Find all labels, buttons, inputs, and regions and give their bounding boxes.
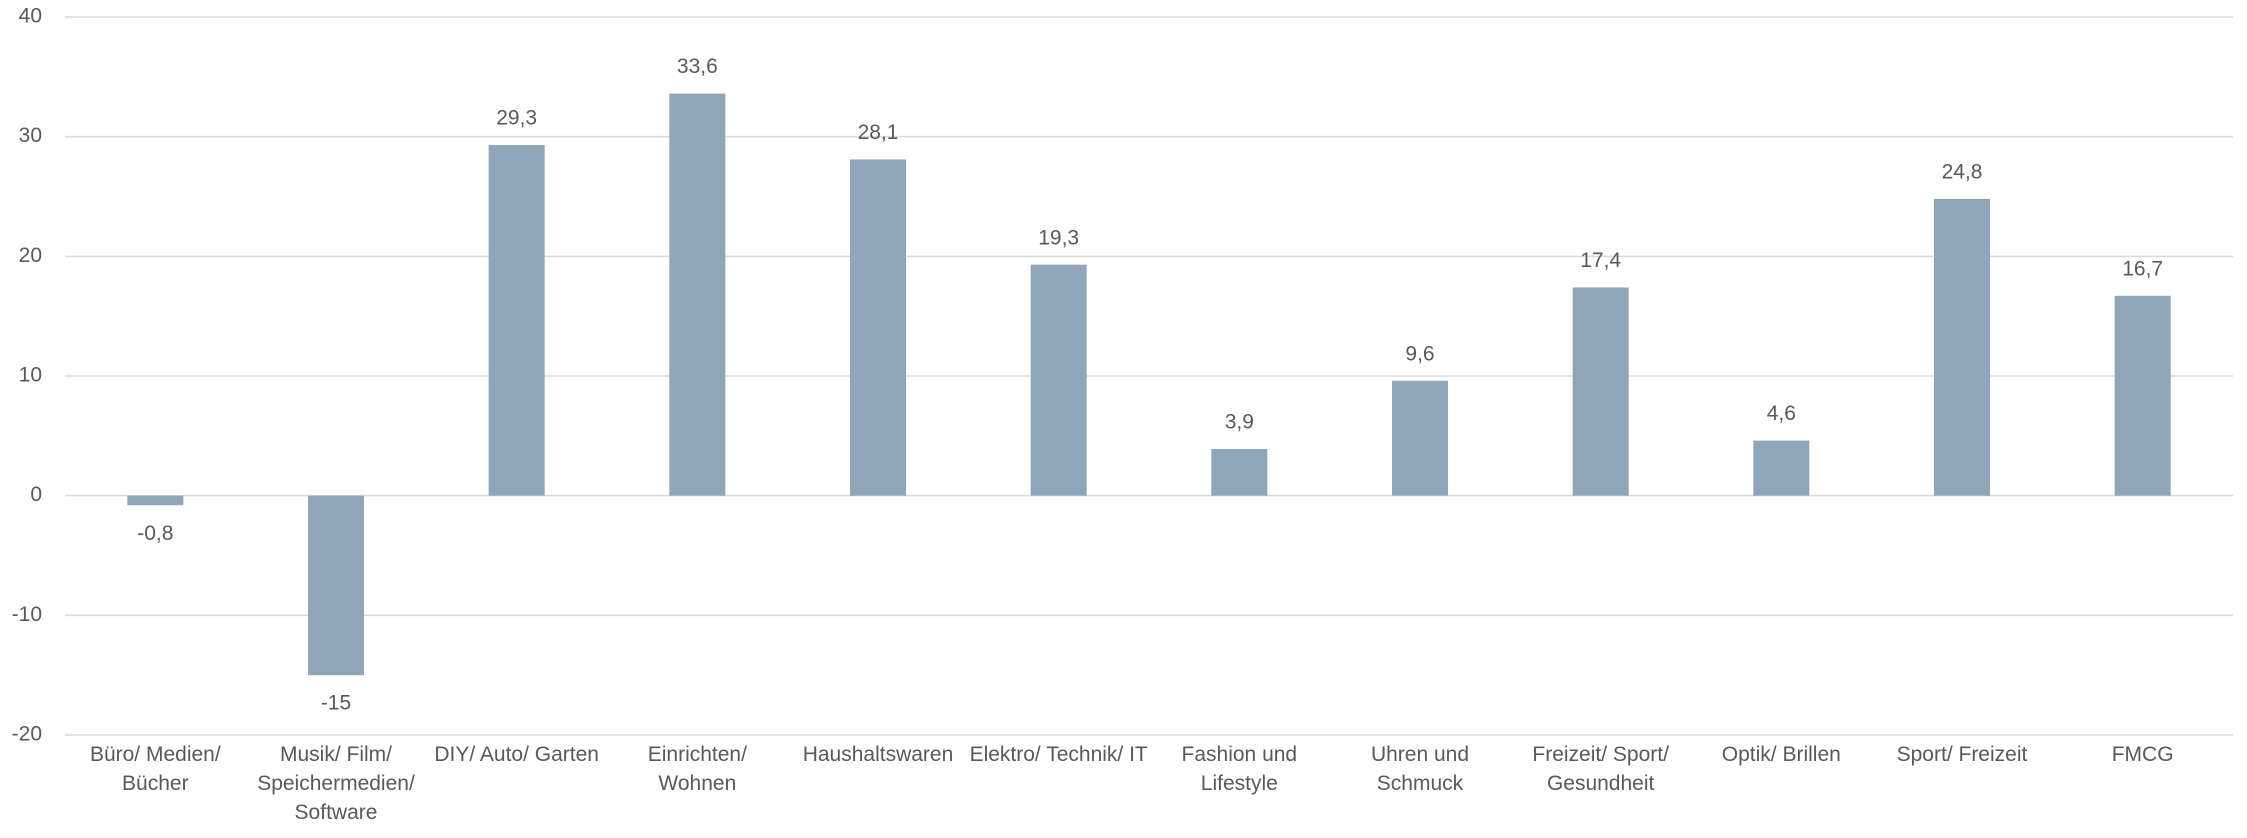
data-label: 19,3 <box>1038 226 1079 249</box>
data-label: -15 <box>321 692 351 715</box>
bar <box>1933 198 1991 496</box>
x-tick-label: Musik/ Film/ Speichermedien/ Software <box>257 743 415 824</box>
bar <box>307 495 365 676</box>
y-tick-label: 30 <box>19 124 42 147</box>
data-label: 3,9 <box>1225 411 1254 434</box>
x-tick-label: Freizeit/ Sport/ Gesundheit <box>1532 743 1669 795</box>
bar <box>127 495 184 506</box>
y-tick-label: -10 <box>12 603 42 626</box>
x-tick-label: Haushaltswaren <box>802 743 954 766</box>
data-label: 28,1 <box>858 121 899 144</box>
bar <box>1391 380 1449 496</box>
bar <box>488 145 545 496</box>
y-tick-label: -20 <box>12 723 42 746</box>
bar <box>2114 295 2171 496</box>
data-label: 9,6 <box>1405 342 1434 365</box>
y-tick-label: 0 <box>30 483 42 506</box>
x-tick-label: Büro/ Medien/ Bücher <box>89 743 221 795</box>
x-tick-label: Einrichten/ Wohnen <box>647 743 747 795</box>
x-tick-label: Elektro/ Technik/ IT <box>969 743 1148 766</box>
data-label: 29,3 <box>496 107 537 130</box>
data-label: 16,7 <box>2122 257 2163 280</box>
x-tick-label: DIY/ Auto/ Garten <box>434 743 599 766</box>
data-label: -0,8 <box>137 522 173 545</box>
y-tick-label: 10 <box>19 364 42 387</box>
bar <box>1572 287 1629 496</box>
x-tick-label: Optik/ Brillen <box>1721 743 1841 766</box>
bar <box>1030 264 1087 496</box>
bar <box>849 159 907 496</box>
bar <box>669 93 726 496</box>
data-label: 24,8 <box>1942 160 1983 183</box>
x-tick-label: Sport/ Freizeit <box>1896 743 2028 766</box>
data-label: 17,4 <box>1580 249 1621 272</box>
bar <box>1211 448 1268 496</box>
y-tick-label: 40 <box>19 5 42 28</box>
data-label: 33,6 <box>677 55 718 78</box>
x-tick-label: FMCG <box>2111 743 2174 766</box>
x-tick-label: Fashion und Lifestyle <box>1181 743 1298 795</box>
bar <box>1753 440 1810 496</box>
x-tick-label: Uhren und Schmuck <box>1370 743 1470 795</box>
data-label: 4,6 <box>1767 402 1796 425</box>
y-tick-label: 20 <box>19 244 42 267</box>
